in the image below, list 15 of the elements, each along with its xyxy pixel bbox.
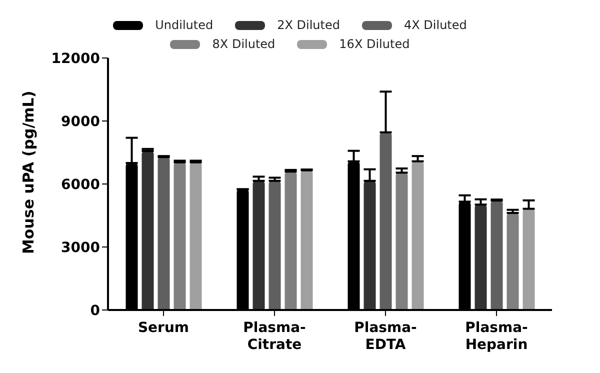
y-tick-label: 0: [90, 302, 100, 319]
legend-label: 8X Diluted: [211, 37, 276, 51]
y-tick-label: 12000: [51, 50, 100, 67]
x-tick-label: Plasma-EDTA: [354, 320, 418, 353]
y-tick-label: 3000: [61, 240, 100, 256]
legend-label: 16X Diluted: [338, 37, 410, 51]
legend-label: Undiluted: [154, 18, 214, 32]
x-tick-label: Plasma-Heparin: [465, 320, 528, 353]
y-axis-title: Mouse uPA (pg/mL): [19, 90, 38, 254]
x-tick-label: Plasma-Citrate: [243, 320, 306, 353]
legend-label: 4X Diluted: [402, 18, 467, 32]
x-tick-label: Serum: [138, 320, 190, 336]
y-tick-label: 9000: [61, 114, 100, 130]
legend-label: 2X Diluted: [276, 18, 340, 32]
y-tick-label: 6000: [61, 176, 100, 193]
